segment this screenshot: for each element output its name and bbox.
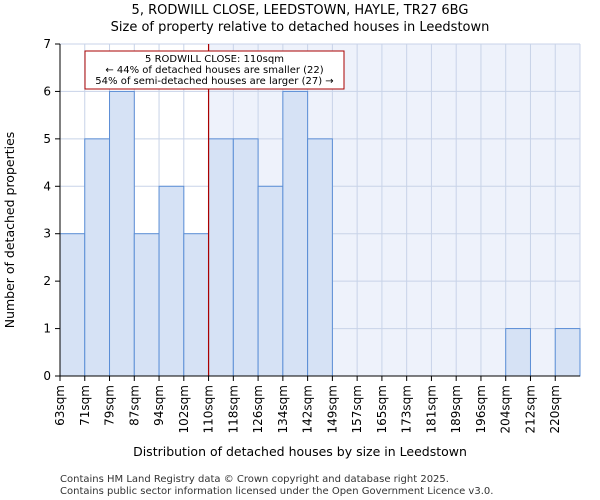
plot-area: 0 1 2 3 4 5 6 7 63sqm 71sqm 79sqm 87sqm 94sqm 102sqm 1…	[43, 37, 581, 433]
bar-220sqm	[554, 328, 581, 377]
x-tick-label: 134sqm	[276, 385, 290, 433]
y-tick-label: 2	[43, 274, 51, 288]
bar-118sqm	[232, 138, 259, 377]
x-tick-label: 79sqm	[103, 385, 117, 426]
x-tick-label: 110sqm	[202, 385, 216, 433]
x-tick-label: 126sqm	[251, 385, 265, 433]
annotation-box	[84, 50, 345, 90]
annotation-line-1: 5 RODWILL CLOSE: 110sqm	[145, 54, 284, 65]
chart-subtitle: Size of property relative to detached ho…	[111, 20, 490, 35]
bar-102sqm	[183, 233, 210, 377]
x-tick-label: 142sqm	[301, 385, 315, 433]
x-tick-label: 204sqm	[499, 385, 513, 433]
x-tick-label: 71sqm	[78, 385, 92, 426]
bar-94sqm	[158, 185, 185, 377]
y-tick-label: 7	[43, 37, 51, 51]
x-tick-label: 149sqm	[325, 385, 339, 433]
x-tick-label: 189sqm	[449, 385, 463, 433]
chart-title: 5, RODWILL CLOSE, LEEDSTOWN, HAYLE, TR27…	[132, 3, 469, 18]
x-axis-label: Distribution of detached houses by size …	[133, 444, 467, 459]
bar-142sqm	[307, 138, 333, 377]
annotation-line-2: ← 44% of detached houses are smaller (22…	[105, 65, 323, 76]
bar-71sqm	[84, 138, 111, 377]
bar-63sqm	[59, 233, 86, 377]
annotation-line-3: 54% of semi-detached houses are larger (…	[95, 76, 333, 87]
x-tick-label: 181sqm	[424, 385, 438, 433]
x-tick-label: 165sqm	[375, 385, 389, 433]
y-tick-label: 5	[43, 132, 51, 146]
y-tick-label: 4	[43, 179, 51, 193]
x-tick-label: 102sqm	[177, 385, 191, 433]
x-tick-label: 157sqm	[350, 385, 364, 433]
y-tick-label: 3	[43, 227, 51, 241]
y-axis-label: Number of detached properties	[2, 132, 17, 329]
x-tick-label: 118sqm	[226, 385, 240, 433]
footer-line-2: Contains public sector information licen…	[60, 486, 493, 497]
x-tick-label: 87sqm	[127, 385, 141, 426]
bar-126sqm	[257, 185, 284, 377]
x-tick-label: 63sqm	[53, 385, 67, 426]
y-tick-label: 6	[43, 84, 51, 98]
bar-134sqm	[282, 90, 309, 377]
y-tick-label: 0	[43, 369, 51, 383]
footer-line-1: Contains HM Land Registry data © Crown c…	[60, 474, 449, 485]
bar-79sqm	[109, 90, 135, 377]
y-tick-label: 1	[43, 322, 51, 336]
x-tick-label: 173sqm	[400, 385, 414, 433]
bar-204sqm	[505, 328, 531, 377]
x-tick-label: 94sqm	[152, 385, 166, 426]
bar-110sqm	[208, 138, 234, 377]
bar-87sqm	[133, 233, 160, 377]
x-tick-label: 220sqm	[548, 385, 562, 433]
x-tick-label: 196sqm	[474, 385, 488, 433]
x-tick-label: 212sqm	[523, 385, 537, 433]
